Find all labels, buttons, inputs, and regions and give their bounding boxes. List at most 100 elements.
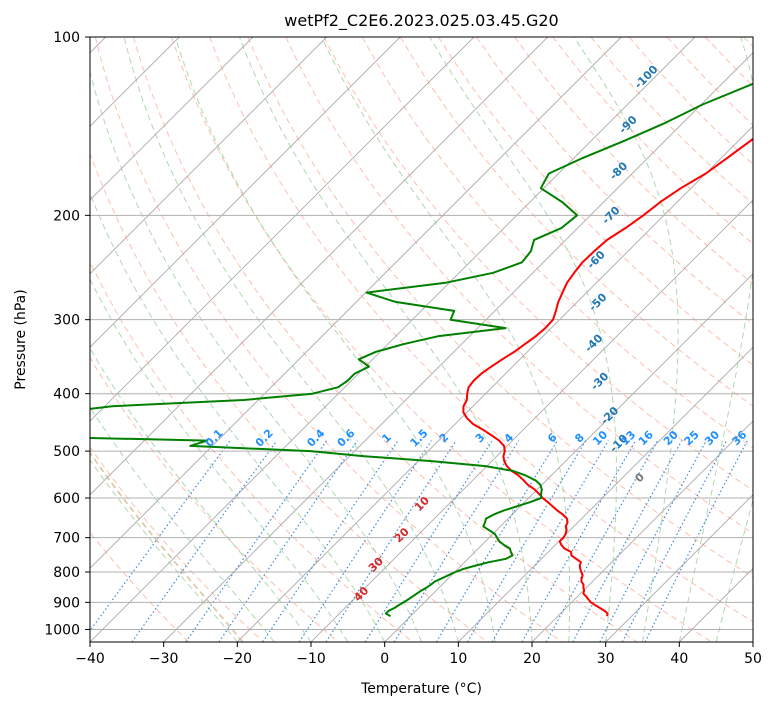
mixing-ratio-label: 16 bbox=[636, 428, 656, 448]
dry-adiabat-line bbox=[90, 446, 264, 642]
moist-adiabat-line bbox=[678, 37, 753, 642]
mixing-ratio-line bbox=[644, 440, 748, 642]
dry-adiabat-line bbox=[476, 37, 753, 325]
mixing-ratio-label: 0.6 bbox=[335, 426, 358, 449]
x-tick-label: 50 bbox=[744, 651, 762, 667]
isotherm-label: -60 bbox=[585, 248, 608, 271]
moist-adiabat-line bbox=[174, 37, 496, 642]
moist-adiabat-line bbox=[429, 37, 617, 642]
mixing-ratio-label: 3 bbox=[473, 431, 488, 446]
isotherm-line bbox=[531, 420, 753, 642]
mixing-ratio-line bbox=[599, 440, 707, 642]
mixing-ratio-line bbox=[521, 440, 637, 642]
mixing-ratio-line bbox=[262, 440, 399, 642]
isotherm-line bbox=[90, 37, 328, 275]
moist-adiabat-line bbox=[90, 277, 349, 642]
moist-adiabat-line bbox=[90, 406, 275, 642]
y-tick-label: 600 bbox=[53, 491, 80, 507]
dry-adiabat-line bbox=[514, 37, 753, 285]
moist-adiabat-line bbox=[238, 37, 533, 642]
chart-title: wetPf2_C2E6.2023.025.03.45.G20 bbox=[284, 11, 558, 31]
y-tick-label: 200 bbox=[53, 208, 80, 224]
isotherm-line bbox=[163, 52, 753, 642]
y-tick-label: 100 bbox=[53, 30, 80, 46]
background-lines bbox=[90, 37, 753, 642]
dry-adiabat-line bbox=[247, 37, 753, 578]
dry-adiabat-line bbox=[132, 37, 638, 642]
y-tick-label: 300 bbox=[53, 313, 80, 329]
isotherm-line bbox=[384, 273, 753, 642]
y-tick-label: 500 bbox=[53, 444, 80, 460]
isotherm-line bbox=[236, 125, 753, 642]
dry-adiabat-line bbox=[666, 37, 753, 126]
isotherm-line bbox=[90, 37, 401, 348]
x-tick-label: −30 bbox=[149, 651, 179, 667]
x-tick-label: 30 bbox=[597, 651, 615, 667]
dry-adiabat-line bbox=[704, 37, 753, 87]
isotherm-line bbox=[90, 37, 549, 496]
pressure-gridlines bbox=[90, 37, 753, 630]
mixing-ratio-label: 30 bbox=[702, 428, 722, 448]
y-axis: 100 200 300 400 500 600 700 800 900 1000 bbox=[44, 30, 90, 638]
mixing-ratio-label: 6 bbox=[545, 431, 560, 446]
mixing-ratio-line bbox=[131, 440, 278, 642]
x-axis-label: Temperature (°C) bbox=[360, 681, 482, 697]
y-tick-label: 400 bbox=[53, 387, 80, 403]
mixing-ratio-label: 8 bbox=[572, 431, 587, 446]
x-tick-label: 10 bbox=[449, 651, 467, 667]
dry-adiabat-line bbox=[90, 152, 488, 642]
mixing-ratio-line bbox=[393, 440, 520, 642]
mixing-ratio-line bbox=[218, 440, 358, 642]
mixing-ratio-label: 1 bbox=[379, 431, 394, 446]
isotherm-label: -90 bbox=[616, 113, 639, 136]
x-axis: −40 −30 −20 −10 0 10 20 30 40 50 bbox=[75, 642, 762, 667]
isotherm-label: -100 bbox=[632, 63, 661, 92]
mixing-ratio-label: 0.4 bbox=[304, 426, 327, 449]
moist-adiabat-line bbox=[321, 37, 571, 642]
isotherm-label: -70 bbox=[599, 204, 622, 227]
mixing-ratio-line bbox=[545, 440, 659, 642]
moist-adiabat-line bbox=[90, 459, 238, 642]
temperature-line bbox=[462, 137, 753, 617]
x-tick-label: −20 bbox=[223, 651, 253, 667]
moist-adiabat-line bbox=[573, 37, 679, 642]
plot-frame bbox=[89, 36, 754, 643]
x-tick-label: 0 bbox=[380, 651, 389, 667]
isotherm-line bbox=[678, 567, 753, 642]
profile-series bbox=[90, 82, 753, 618]
dry-adiabat-line bbox=[323, 37, 753, 491]
mixing-ratio-line bbox=[572, 440, 683, 642]
dry-adiabat-line bbox=[94, 37, 563, 642]
x-tick-label: −40 bbox=[75, 651, 105, 667]
isotherm-line bbox=[605, 494, 753, 642]
isotherm-line bbox=[310, 199, 753, 642]
x-tick-label: 20 bbox=[523, 651, 541, 667]
isotherm-line bbox=[752, 641, 753, 642]
mixing-ratio-line bbox=[185, 440, 328, 642]
moist-adiabat-line bbox=[123, 37, 459, 642]
isotherm-line bbox=[90, 37, 696, 642]
dry-adiabat-label: 20 bbox=[392, 525, 412, 545]
line-labels: -100-90-80-70-60-50-40-30-20-1000.1 0.2 0.… bbox=[203, 63, 750, 605]
dry-adiabat-line bbox=[743, 37, 753, 48]
x-tick-label: 40 bbox=[670, 651, 688, 667]
mixing-ratio-line bbox=[364, 440, 493, 642]
x-tick-label: −10 bbox=[296, 651, 326, 667]
moist-adiabat-line bbox=[90, 70, 422, 642]
y-tick-label: 700 bbox=[53, 531, 80, 547]
mixing-ratio-label: 4 bbox=[502, 431, 517, 446]
dry-adiabat-label: 10 bbox=[412, 494, 432, 514]
isotherm-line bbox=[90, 37, 622, 569]
dry-adiabat-line bbox=[209, 37, 753, 623]
moist-adiabat-line bbox=[90, 192, 386, 642]
mixing-ratio-label: 36 bbox=[729, 428, 749, 448]
dry-adiabat-line bbox=[90, 260, 414, 642]
y-axis-label: Pressure (hPa) bbox=[13, 289, 29, 389]
mixing-ratio-line bbox=[90, 440, 231, 632]
isotherm-label: 0 bbox=[632, 470, 647, 485]
dry-adiabat-line bbox=[171, 37, 712, 642]
isotherm-line bbox=[90, 37, 475, 422]
dewpoint-line bbox=[90, 82, 753, 618]
dry-adiabat-line bbox=[90, 356, 339, 642]
